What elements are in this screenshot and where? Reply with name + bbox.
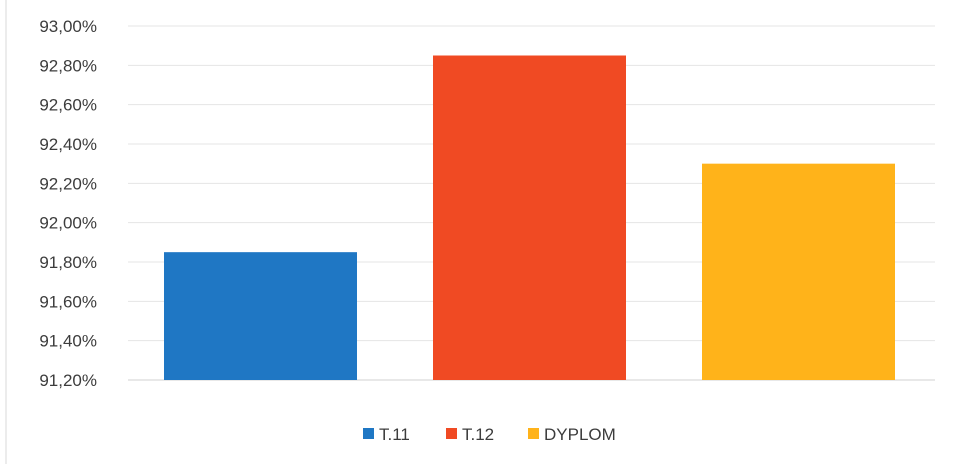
legend: T.11 T.12 DYPLOM xyxy=(363,425,616,444)
y-tick-label: 92,80% xyxy=(39,56,97,75)
legend-swatch xyxy=(363,428,374,439)
y-tick-label: 92,00% xyxy=(39,214,97,233)
bar-dyplom xyxy=(702,163,895,380)
legend-swatch xyxy=(446,428,457,439)
y-tick-label: 92,60% xyxy=(39,96,97,115)
bar-t-12 xyxy=(433,55,626,380)
legend-label: T.12 xyxy=(462,425,494,444)
y-tick-label: 91,80% xyxy=(39,253,97,272)
y-axis-tick-labels: 91,20% 91,40% 91,60% 91,80% 92,00% 92,20% 92,4… xyxy=(39,17,97,390)
y-tick-label: 91,60% xyxy=(39,292,97,311)
bars xyxy=(164,55,895,380)
legend-label: T.11 xyxy=(379,425,410,444)
legend-swatch xyxy=(528,428,539,439)
y-tick-label: 91,40% xyxy=(39,332,97,351)
y-tick-label: 91,20% xyxy=(39,371,97,390)
bar-t-11 xyxy=(164,252,357,380)
y-tick-label: 93,00% xyxy=(39,17,97,36)
y-tick-label: 92,40% xyxy=(39,135,97,154)
y-tick-label: 92,20% xyxy=(39,174,97,193)
legend-label: DYPLOM xyxy=(544,425,616,444)
